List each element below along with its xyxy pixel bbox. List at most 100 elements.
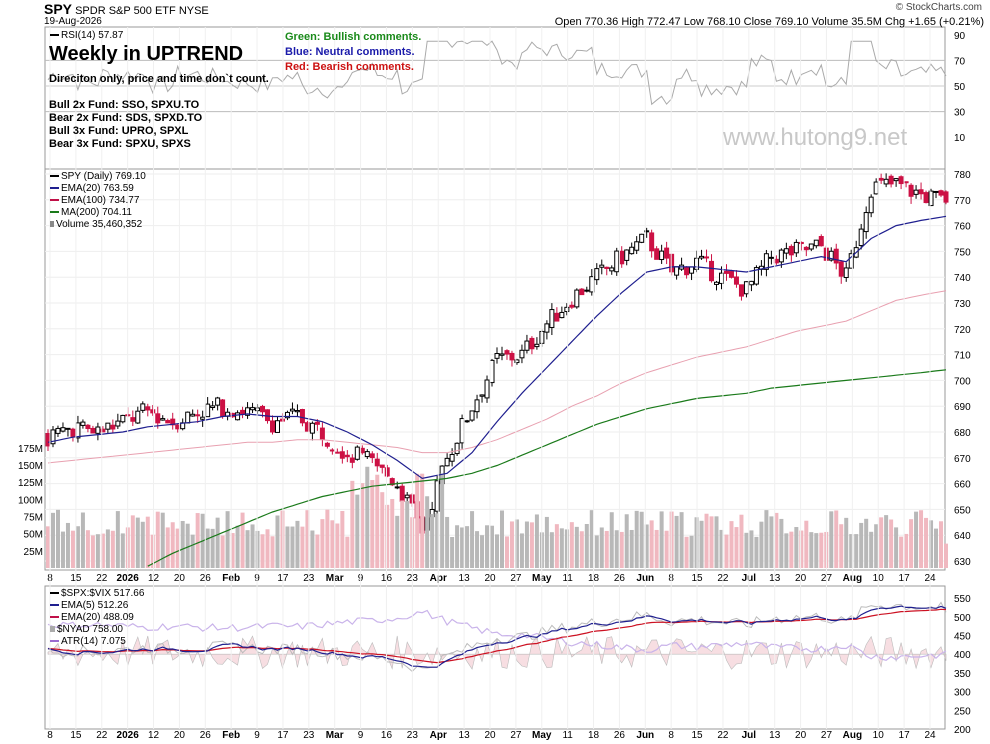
vix-tick-label: 500 xyxy=(954,613,971,624)
volume-bar xyxy=(135,517,140,568)
fund-line-2: Bear 2x Fund: SDS, SPXD.TO xyxy=(49,112,203,124)
volume-bar xyxy=(914,511,919,568)
candle-body xyxy=(569,304,575,308)
ema100-line xyxy=(47,290,947,464)
volume-bar xyxy=(165,527,170,568)
candle-body xyxy=(649,232,655,252)
legend-nyad: $NYAD 758.00 xyxy=(50,624,144,636)
volume-bar xyxy=(674,515,679,568)
x-axis-label: 15 xyxy=(70,730,82,741)
volume-bar xyxy=(919,510,924,568)
panel-subtitle: Direciton only, price and time don`t cou… xyxy=(49,73,269,85)
volume-bar xyxy=(480,535,485,568)
volume-bar xyxy=(614,530,619,568)
volume-bar xyxy=(490,525,495,568)
candle-body xyxy=(719,272,724,284)
volume-bar xyxy=(839,524,844,568)
candle-body xyxy=(893,178,899,182)
volume-bar xyxy=(295,520,300,568)
candle-body xyxy=(504,350,510,355)
candle-body xyxy=(664,247,670,259)
volume-bar xyxy=(425,496,430,568)
volume-tick-label: 75M xyxy=(24,512,43,523)
vix-tick-label: 450 xyxy=(954,632,971,643)
rsi-tick-label: 30 xyxy=(954,108,966,119)
candle-body xyxy=(748,280,754,286)
x-axis-label: 27 xyxy=(510,730,522,741)
volume-bar xyxy=(320,519,325,568)
volume-bar xyxy=(904,533,909,568)
volume-bar xyxy=(829,511,834,568)
volume-bar xyxy=(759,521,764,568)
volume-bar xyxy=(150,534,155,568)
candle-body xyxy=(319,427,325,441)
rsi-tick-label: 90 xyxy=(954,31,966,42)
volume-bar xyxy=(694,517,699,568)
volume-bar xyxy=(529,522,534,568)
volume-bar xyxy=(85,530,90,568)
candle-body xyxy=(684,266,690,276)
volume-bar xyxy=(405,500,410,568)
candle-body xyxy=(85,424,91,430)
volume-bar xyxy=(789,531,794,568)
volume-bar xyxy=(774,512,779,568)
legend-ema100: EMA(100) 734.77 xyxy=(50,195,146,207)
volume-bar xyxy=(415,473,420,568)
candle-body xyxy=(334,451,340,454)
volume-bar xyxy=(859,522,864,568)
volume-bar xyxy=(619,531,624,568)
candle-body xyxy=(205,403,211,418)
volume-bar xyxy=(110,530,115,568)
volume-bar xyxy=(155,511,160,568)
candle-body xyxy=(908,184,914,197)
volume-bar xyxy=(889,519,894,568)
x-axis-label: Jul xyxy=(742,730,757,741)
candle-body xyxy=(743,281,749,295)
candle-body xyxy=(245,407,251,416)
volume-bar xyxy=(709,516,714,568)
candle-body xyxy=(374,458,380,467)
volume-bar xyxy=(744,532,749,568)
volume-bar xyxy=(664,530,669,568)
candle-body xyxy=(629,246,635,255)
candle-body xyxy=(434,480,440,512)
candle-body xyxy=(943,191,949,203)
candle-body xyxy=(519,349,525,359)
candle-body xyxy=(584,289,590,292)
candle-body xyxy=(738,284,744,297)
candle-body xyxy=(459,418,465,444)
candle-body xyxy=(100,428,106,433)
volume-bar xyxy=(440,473,445,568)
volume-bar xyxy=(185,523,190,568)
volume-bar xyxy=(340,510,345,568)
ticker-symbol: SPY xyxy=(44,1,73,17)
candle-body xyxy=(150,409,156,414)
candle-body xyxy=(155,413,161,424)
volume-bar xyxy=(245,530,250,568)
vix-tick-label: 350 xyxy=(954,669,971,680)
volume-bar xyxy=(360,483,365,568)
candle-body xyxy=(349,457,355,463)
volume-bar xyxy=(854,534,859,568)
volume-bar xyxy=(749,530,754,568)
candle-body xyxy=(489,359,495,384)
volume-bar xyxy=(909,519,914,568)
candle-body xyxy=(714,281,720,285)
volume-bar xyxy=(225,511,230,568)
volume-bar xyxy=(475,531,480,568)
volume-bar xyxy=(814,533,819,568)
legend-atr: ATR(14) 7.075 xyxy=(50,636,144,648)
candle-body xyxy=(494,353,500,359)
x-axis-label: 16 xyxy=(381,730,393,741)
candle-body xyxy=(868,196,874,214)
vix-tick-label: 400 xyxy=(954,650,971,661)
volume-bar xyxy=(485,525,490,568)
price-tick-label: 670 xyxy=(954,454,971,465)
candle-body xyxy=(240,409,246,415)
candle-body xyxy=(389,478,395,486)
candle-body xyxy=(878,177,884,181)
candle-body xyxy=(813,239,819,247)
volume-bar xyxy=(465,526,470,568)
price-tick-label: 750 xyxy=(954,247,971,258)
candle-body xyxy=(634,241,640,251)
